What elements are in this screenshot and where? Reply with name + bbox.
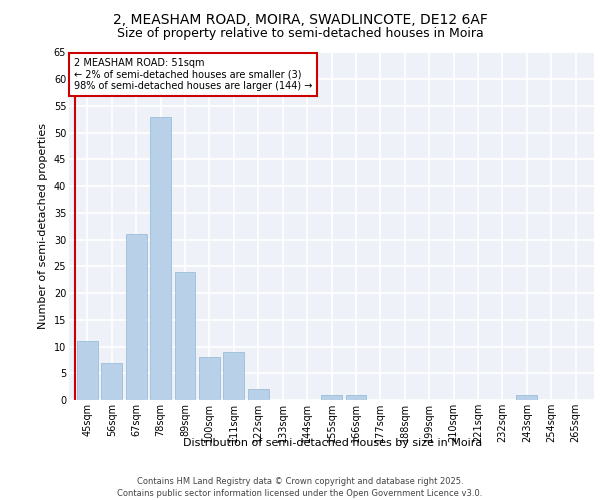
Bar xyxy=(175,272,196,400)
Text: 2, MEASHAM ROAD, MOIRA, SWADLINCOTE, DE12 6AF: 2, MEASHAM ROAD, MOIRA, SWADLINCOTE, DE1… xyxy=(113,12,487,26)
Bar xyxy=(346,394,366,400)
Y-axis label: Number of semi-detached properties: Number of semi-detached properties xyxy=(38,123,48,329)
Text: Distribution of semi-detached houses by size in Moira: Distribution of semi-detached houses by … xyxy=(184,438,482,448)
Bar xyxy=(101,362,122,400)
Text: 2 MEASHAM ROAD: 51sqm
← 2% of semi-detached houses are smaller (3)
98% of semi-d: 2 MEASHAM ROAD: 51sqm ← 2% of semi-detac… xyxy=(74,58,313,91)
Text: Size of property relative to semi-detached houses in Moira: Size of property relative to semi-detach… xyxy=(116,28,484,40)
Text: Contains HM Land Registry data © Crown copyright and database right 2025.
Contai: Contains HM Land Registry data © Crown c… xyxy=(118,476,482,498)
Bar xyxy=(321,394,342,400)
Bar xyxy=(517,394,537,400)
Bar xyxy=(126,234,146,400)
Bar xyxy=(248,390,269,400)
Bar xyxy=(150,116,171,400)
Bar xyxy=(199,357,220,400)
Bar xyxy=(223,352,244,400)
Bar xyxy=(77,341,98,400)
